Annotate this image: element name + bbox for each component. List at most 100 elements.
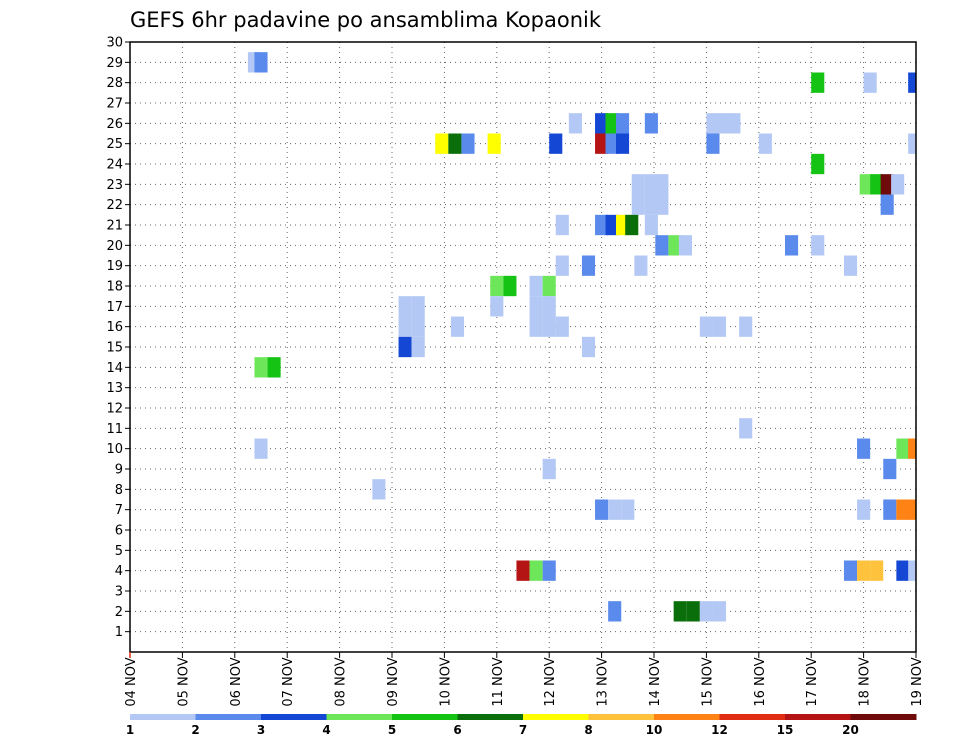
colorbar: 1 2 3 4 5 6 7 8 10 12 15 20 bbox=[126, 714, 917, 737]
heatmap-cell bbox=[605, 214, 619, 236]
y-tick-label: 5 bbox=[115, 544, 123, 559]
y-tick-label: 30 bbox=[106, 36, 123, 51]
heatmap-cell bbox=[555, 255, 569, 276]
x-tick-label: 17 NOV bbox=[805, 657, 820, 706]
chart-title: GEFS 6hr padavine po ansamblima Kopaonik bbox=[130, 8, 602, 32]
x-tick-label: 08 NOV bbox=[334, 657, 349, 706]
heatmap-cell bbox=[634, 255, 648, 276]
y-tick-label: 3 bbox=[115, 585, 123, 600]
heatmap-cell bbox=[608, 499, 622, 520]
colorbar-segment bbox=[850, 714, 917, 720]
colorbar-tick-label: 2 bbox=[191, 723, 199, 737]
heatmap-cell bbox=[908, 133, 916, 154]
colorbar-segment bbox=[719, 714, 786, 720]
heatmap-cell bbox=[712, 316, 727, 337]
heatmap-cell bbox=[644, 174, 658, 195]
heatmap-cell bbox=[372, 479, 386, 500]
heatmap-cell bbox=[595, 214, 609, 236]
heatmap-cell bbox=[896, 499, 910, 520]
y-tick-label: 24 bbox=[106, 158, 123, 173]
heatmap-cell bbox=[631, 194, 645, 215]
heatmap-cell bbox=[595, 113, 609, 134]
heatmap-cell bbox=[883, 499, 897, 520]
heatmap-cell bbox=[254, 357, 268, 378]
heatmap-cell bbox=[644, 113, 658, 134]
y-tick-label: 27 bbox=[106, 97, 123, 112]
heatmap-cell bbox=[908, 438, 916, 459]
heatmap-cell bbox=[811, 235, 825, 256]
heatmap-cell bbox=[712, 601, 727, 622]
colorbar-tick-label: 10 bbox=[646, 723, 663, 737]
x-tick-label: 05 NOV bbox=[176, 657, 191, 706]
heatmap-cell bbox=[631, 174, 645, 195]
y-tick-label: 22 bbox=[106, 198, 123, 213]
heatmap-cell bbox=[542, 560, 556, 581]
heatmap-cell bbox=[555, 214, 569, 236]
y-tick-label: 21 bbox=[106, 219, 123, 234]
x-tick-label: 12 NOV bbox=[543, 657, 558, 706]
y-tick-label: 13 bbox=[106, 381, 123, 396]
heatmap-cell bbox=[644, 214, 658, 236]
y-tick-label: 16 bbox=[106, 320, 123, 335]
colorbar-segment bbox=[326, 714, 393, 720]
x-tick-label: 09 NOV bbox=[386, 657, 401, 706]
x-tick-label: 06 NOV bbox=[229, 657, 244, 706]
colorbar-tick-label: 7 bbox=[519, 723, 527, 737]
heatmap-cell bbox=[267, 357, 281, 378]
heatmap-cell bbox=[529, 296, 543, 317]
y-tick-label: 17 bbox=[106, 300, 123, 315]
heatmap-cell bbox=[542, 316, 556, 337]
heatmap-cell bbox=[644, 194, 658, 215]
heatmap-cell bbox=[716, 113, 730, 134]
x-tick-label: 07 NOV bbox=[281, 657, 296, 706]
colorbar-segment bbox=[195, 714, 262, 720]
y-tick-label: 23 bbox=[106, 178, 123, 193]
y-tick-label: 19 bbox=[106, 259, 123, 274]
y-tick-label: 8 bbox=[115, 483, 123, 498]
y-tick-label: 4 bbox=[115, 564, 123, 579]
colorbar-tick-label: 8 bbox=[584, 723, 592, 737]
heatmap-cell bbox=[595, 133, 609, 154]
heatmap-cell bbox=[811, 153, 825, 175]
heatmap-cell bbox=[542, 458, 556, 480]
heatmap-cell bbox=[870, 560, 884, 581]
heatmap-cell bbox=[411, 336, 425, 358]
y-tick-label: 1 bbox=[115, 625, 123, 640]
heatmap-cell bbox=[870, 174, 884, 195]
colorbar-tick-label: 1 bbox=[126, 723, 134, 737]
heatmap-cell bbox=[581, 336, 596, 358]
colorbar-tick-label: 3 bbox=[257, 723, 265, 737]
heatmap-cell bbox=[411, 296, 425, 317]
y-tick-label: 7 bbox=[115, 503, 123, 518]
heatmap-cell bbox=[655, 174, 669, 195]
heatmap-cell bbox=[450, 316, 465, 337]
heatmap-cell bbox=[739, 316, 753, 337]
heatmap-cell bbox=[727, 113, 741, 134]
y-tick-label: 11 bbox=[106, 422, 123, 437]
x-tick-label: 18 NOV bbox=[858, 657, 873, 706]
heatmap-cell bbox=[254, 52, 268, 73]
y-tick-label: 10 bbox=[106, 442, 123, 457]
heatmap-cell bbox=[699, 601, 713, 622]
y-tick-label: 29 bbox=[106, 56, 123, 71]
heatmap-cell bbox=[859, 174, 873, 195]
colorbar-segment bbox=[654, 714, 720, 720]
x-tick-label: 10 NOV bbox=[438, 657, 453, 706]
y-axis-ticks: 1234567891011121314151617181920212223242… bbox=[106, 36, 130, 640]
heatmap-cell bbox=[908, 72, 916, 93]
heatmap-cell bbox=[891, 174, 905, 195]
heatmap-cell bbox=[655, 194, 669, 215]
heatmap-cell bbox=[706, 113, 720, 134]
heatmap-cell bbox=[542, 275, 556, 297]
heatmap-cell bbox=[549, 133, 563, 154]
y-tick-label: 6 bbox=[115, 524, 123, 539]
heatmap-cells bbox=[247, 52, 916, 622]
heatmap-cell bbox=[487, 133, 501, 154]
y-tick-label: 28 bbox=[106, 76, 123, 91]
heatmap-cell bbox=[490, 275, 504, 297]
heatmap-cell bbox=[758, 133, 772, 154]
y-tick-label: 15 bbox=[106, 341, 123, 356]
heatmap-cell bbox=[529, 316, 543, 337]
colorbar-tick-label: 15 bbox=[777, 723, 794, 737]
